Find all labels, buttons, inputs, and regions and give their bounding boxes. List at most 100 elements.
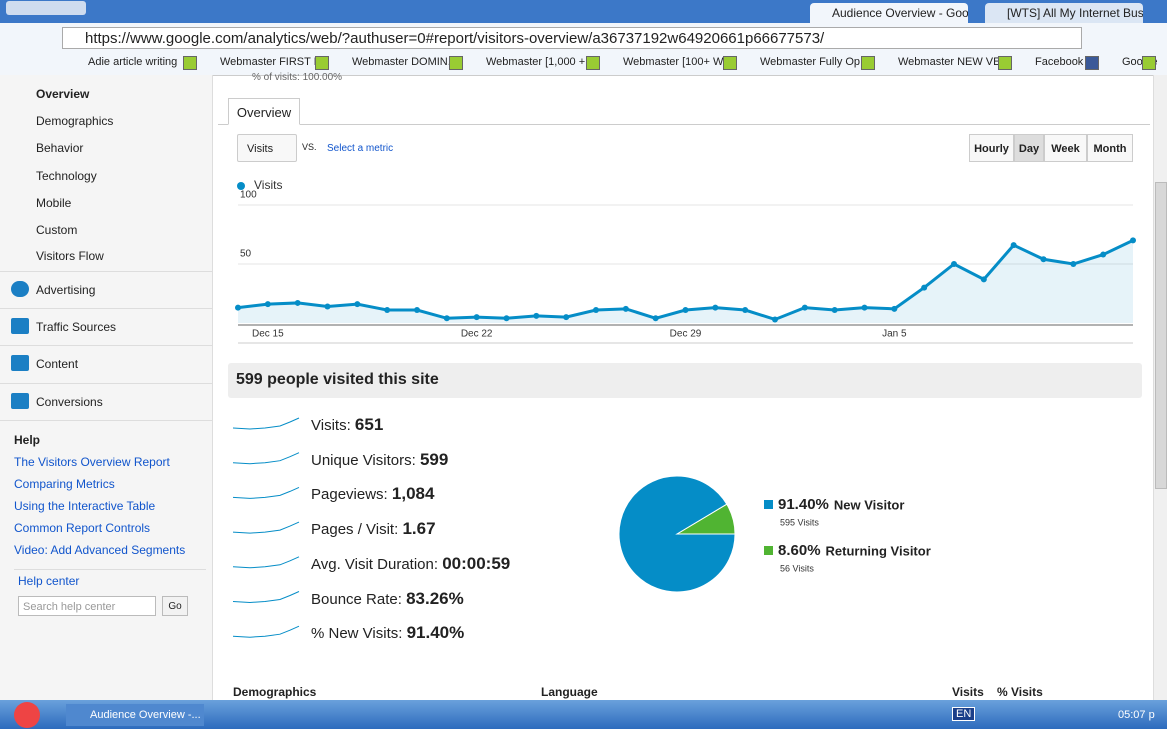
table-header: Demographics	[233, 685, 317, 699]
point	[951, 261, 957, 267]
text: Pageviews:	[311, 486, 388, 504]
text: 00:00:59	[442, 553, 511, 573]
point	[1100, 251, 1107, 258]
point	[235, 304, 241, 311]
point	[652, 315, 659, 322]
sidebar-section[interactable]: Content	[36, 357, 79, 371]
metric: Pages / Visit: 1.67	[311, 519, 436, 539]
sidebar-section[interactable]: Advertising	[36, 283, 96, 297]
sidebar-item[interactable]: Visitors Flow	[36, 249, 104, 263]
point	[324, 303, 331, 310]
search-input[interactable]: Search help center	[18, 596, 156, 616]
text: 91.40%	[406, 623, 465, 643]
tab-line	[218, 124, 1150, 125]
table-header: % Visits	[997, 685, 1043, 699]
help-link[interactable]: Video: Add Advanced Segments	[14, 543, 186, 557]
point	[414, 307, 420, 314]
bookmark-icon	[1142, 56, 1156, 70]
text: 1.67	[402, 519, 436, 539]
legend-swatch	[764, 500, 773, 509]
window-buttons	[6, 1, 86, 15]
sidebar-item[interactable]: Technology	[36, 169, 97, 183]
help-link[interactable]: The Visitors Overview Report	[14, 455, 170, 469]
sparkline	[232, 452, 300, 465]
point	[533, 312, 540, 319]
sparkline	[232, 591, 300, 604]
point	[772, 316, 778, 323]
taskbar-window[interactable]: Audience Overview -...	[66, 704, 204, 726]
point	[354, 301, 361, 308]
x-tick-label: Dec 22	[461, 329, 493, 340]
point	[861, 304, 868, 311]
point	[384, 307, 391, 314]
bookmark[interactable]: Webmaster [100+ W...	[623, 56, 732, 68]
legend-detail: 595 Visits	[780, 517, 819, 527]
help-center-link[interactable]: Help center	[18, 574, 80, 588]
start-button[interactable]	[14, 702, 40, 728]
sidebar-item[interactable]: Mobile	[36, 196, 72, 210]
address-bar[interactable]: https://www.google.com/analytics/web/?au…	[62, 27, 1082, 49]
legend-value: 8.60%	[778, 542, 821, 559]
area	[238, 240, 1133, 323]
sidebar-item[interactable]: Demographics	[36, 114, 114, 128]
bookmark-icon	[861, 56, 875, 70]
bookmark[interactable]: Webmaster FIRST P...	[220, 56, 329, 68]
section-icon	[11, 355, 29, 371]
sidebar-item[interactable]: Behavior	[36, 141, 84, 155]
x-tick-label: Dec 15	[252, 329, 284, 340]
select-metric[interactable]: Select a metric	[327, 143, 394, 154]
point	[1130, 237, 1136, 244]
clock: 05:07 p	[1118, 709, 1155, 721]
bookmark[interactable]: Adie article writing	[88, 56, 178, 68]
x-tick-label: Dec 29	[670, 329, 702, 340]
report-tab[interactable]: Overview	[228, 98, 300, 125]
section-icon	[11, 393, 29, 409]
search-button[interactable]: Go	[162, 596, 188, 616]
summary-title: 599 people visited this site	[236, 371, 439, 388]
bookmark-icon	[449, 56, 463, 70]
bookmark[interactable]: Webmaster DOMIN...	[352, 56, 457, 68]
section-divider	[0, 308, 212, 309]
text: Avg. Visit Duration:	[311, 555, 439, 573]
metric: % New Visits: 91.40%	[311, 623, 464, 643]
bookmark[interactable]: Webmaster Fully Op...	[760, 56, 870, 68]
granularity-button[interactable]: Week	[1044, 134, 1087, 162]
browser-tab[interactable]: Audience Overview - Goo	[810, 3, 968, 23]
bookmark[interactable]: Facebook	[1035, 56, 1084, 68]
summary-bar	[228, 363, 1142, 398]
bookmark[interactable]: Webmaster [1,000 + ...	[486, 56, 598, 68]
legend-marker	[237, 182, 245, 190]
sparkline	[232, 417, 300, 430]
bookmark[interactable]: Webmaster NEW VE...	[898, 56, 1010, 68]
point	[921, 284, 928, 291]
browser-tab[interactable]: [WTS] All My Internet Bus	[985, 3, 1143, 23]
point	[682, 307, 689, 314]
metric-dropdown[interactable]: Visits	[237, 134, 297, 162]
sidebar-section[interactable]: Traffic Sources	[36, 320, 117, 334]
bookmark-icon	[723, 56, 737, 70]
pie-slice	[618, 475, 736, 593]
section-icon	[11, 281, 29, 297]
text: Visits:	[311, 417, 351, 434]
point	[443, 315, 450, 322]
sparkline	[232, 556, 300, 569]
help-link[interactable]: Common Report Controls	[14, 521, 151, 535]
granularity-button[interactable]: Day	[1014, 134, 1044, 162]
section-icon	[11, 318, 29, 334]
point	[264, 301, 271, 308]
granularity-button[interactable]: Hourly	[969, 134, 1014, 162]
bookmark-icon	[586, 56, 600, 70]
granularity-button[interactable]: Month	[1087, 134, 1133, 162]
help-link[interactable]: Using the Interactive Table	[14, 499, 156, 513]
sidebar-section[interactable]: Conversions	[36, 395, 103, 409]
help-link[interactable]: Comparing Metrics	[14, 477, 115, 491]
sidebar-item[interactable]: Custom	[36, 223, 78, 237]
help-title: Help	[14, 433, 41, 447]
point	[891, 305, 898, 312]
sidebar-item[interactable]: Overview	[36, 87, 90, 101]
scroll-thumb[interactable]	[1155, 182, 1167, 489]
point	[622, 305, 629, 312]
x-tick-label: Jan 5	[882, 329, 907, 340]
text: Unique Visitors:	[311, 451, 416, 469]
